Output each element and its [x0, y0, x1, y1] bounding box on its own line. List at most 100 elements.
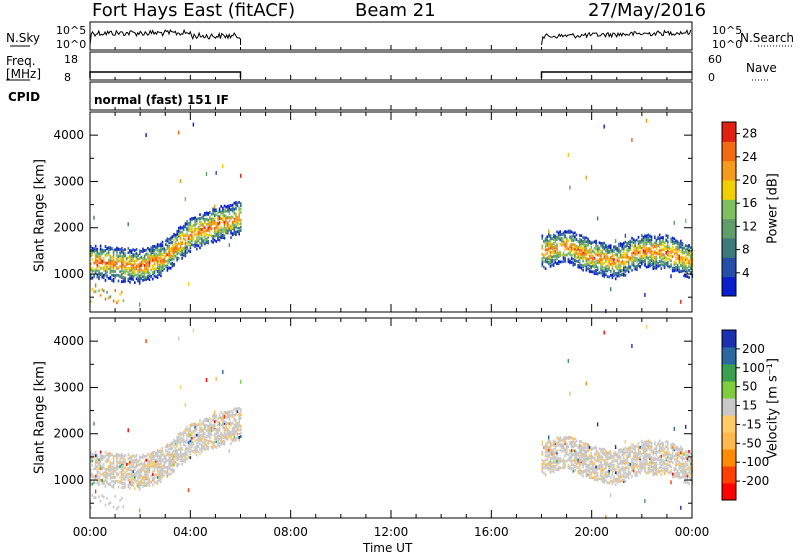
velocity-cell — [220, 434, 222, 437]
power-cell — [152, 256, 154, 260]
power-cell — [552, 233, 555, 237]
power-cell — [189, 222, 192, 226]
velocity-colorbar-tick-label: 15 — [742, 399, 757, 413]
velocity-cell — [153, 454, 156, 458]
velocity-cell — [556, 449, 558, 453]
velocity-cell — [580, 455, 583, 459]
velocity-colorbar-frame — [721, 329, 737, 501]
velocity-cell — [671, 456, 674, 459]
velocity-cell — [96, 456, 99, 460]
power-cell — [685, 255, 687, 258]
velocity-cell — [549, 443, 552, 446]
power-cell — [608, 275, 610, 279]
velocity-cell — [596, 459, 599, 463]
power-cell — [191, 234, 193, 238]
power-cell — [235, 212, 237, 216]
power-cell — [658, 252, 661, 256]
power-cell — [212, 212, 214, 216]
velocity-cell — [178, 463, 180, 466]
velocity-cell — [181, 446, 183, 450]
velocity-cell — [109, 454, 112, 457]
power-cell — [106, 261, 108, 265]
velocity-colorbar-swatch — [722, 483, 736, 501]
power-cell — [552, 259, 555, 262]
velocity-cell — [145, 458, 147, 462]
velocity-cell — [546, 448, 548, 452]
power-cell — [603, 241, 606, 245]
power-cell — [205, 217, 208, 221]
velocity-cell — [152, 455, 154, 459]
power-cell — [94, 268, 97, 272]
power-cell — [649, 238, 651, 242]
velocity-cell — [642, 448, 645, 451]
velocity-cell — [596, 478, 599, 481]
power-cell — [689, 271, 692, 274]
velocity-cell — [158, 454, 161, 458]
velocity-cell — [145, 482, 147, 486]
velocity-cell — [101, 465, 103, 469]
power-cell — [147, 253, 149, 257]
velocity-cell — [189, 456, 192, 459]
velocity-cell — [94, 467, 97, 470]
power-cell — [629, 243, 632, 247]
velocity-cell — [99, 456, 102, 460]
velocity-cell — [169, 442, 172, 446]
power-cell — [627, 255, 630, 259]
power-cell — [122, 254, 125, 257]
velocity-cell — [570, 467, 573, 470]
power-cell — [233, 226, 236, 230]
power-cell — [192, 224, 195, 227]
power-cell — [670, 237, 672, 241]
velocity-cell — [564, 449, 566, 453]
power-cell — [215, 234, 218, 238]
velocity-cell — [601, 469, 604, 472]
velocity-cell — [112, 464, 115, 468]
power-colorbar-frame — [721, 121, 737, 297]
power-colorbar-swatch — [722, 257, 736, 278]
velocity-cell — [601, 448, 604, 451]
velocity-cell — [138, 455, 141, 459]
power-cell — [121, 290, 123, 294]
velocity-cell — [655, 467, 658, 471]
velocity-cell — [631, 474, 633, 478]
velocity-cell — [549, 447, 552, 450]
power-cell — [197, 235, 200, 238]
velocity-cell — [132, 472, 134, 476]
velocity-cell — [173, 463, 175, 467]
velocity-cell — [156, 469, 159, 473]
velocity-cell — [557, 457, 560, 461]
velocity-cell — [94, 459, 97, 463]
velocity-cell — [577, 461, 579, 465]
power-cell — [629, 266, 632, 269]
power-cell — [171, 240, 174, 244]
velocity-cell — [574, 441, 576, 445]
velocity-cell — [681, 468, 684, 471]
power-cell — [112, 260, 115, 264]
velocity-cell — [564, 465, 566, 469]
velocity-cell — [681, 447, 684, 451]
velocity-cell — [166, 465, 169, 469]
power-cell — [165, 259, 167, 263]
velocity-cell — [134, 455, 136, 458]
velocity-cell — [627, 466, 630, 470]
velocity-cell — [236, 436, 239, 440]
power-cell — [577, 264, 579, 267]
power-cell — [186, 251, 188, 255]
velocity-cell — [107, 455, 110, 458]
velocity-cell — [678, 465, 681, 469]
power-cell — [601, 263, 604, 266]
velocity-cell — [541, 458, 544, 462]
power-cell — [176, 249, 178, 253]
power-cell — [574, 250, 576, 254]
power-cell — [119, 248, 121, 251]
velocity-cell — [610, 454, 612, 458]
velocity-cell — [233, 407, 236, 411]
power-cell — [645, 235, 648, 238]
power-cell — [166, 244, 169, 248]
velocity-cell — [600, 463, 602, 466]
power-cell — [680, 256, 682, 260]
power-cell — [147, 264, 149, 268]
power-cell — [207, 241, 209, 245]
power-cell — [623, 266, 625, 270]
velocity-cell — [579, 440, 581, 443]
